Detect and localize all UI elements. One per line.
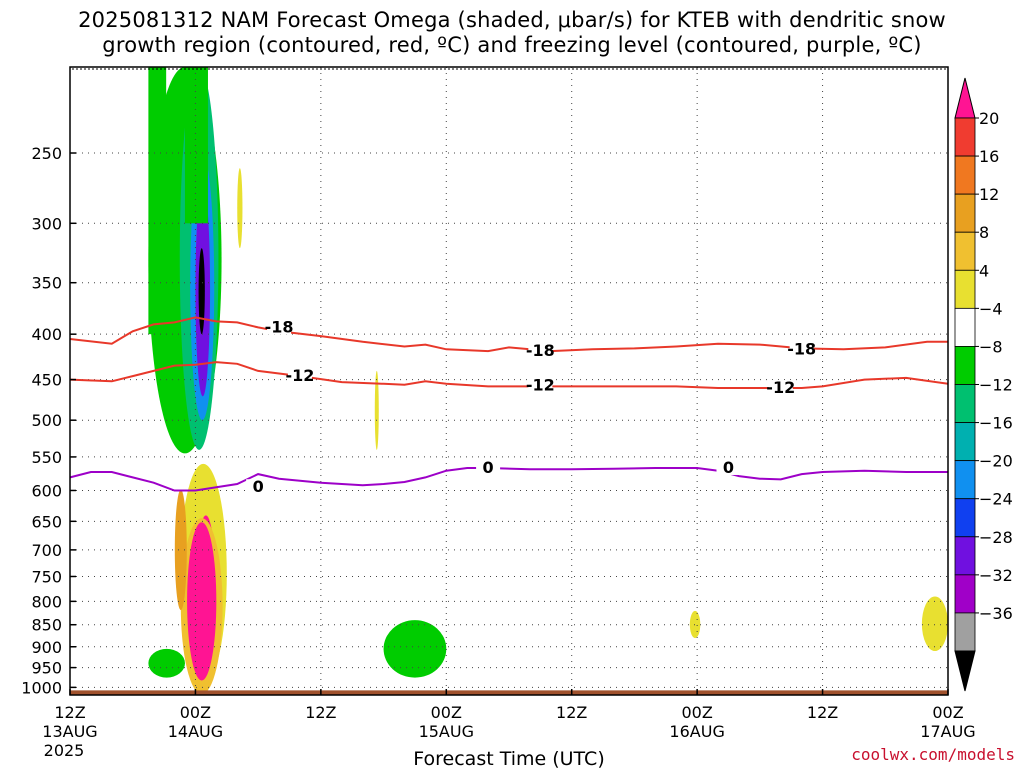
contour-label: 0 [483,458,494,477]
colorbar-swatch [954,346,976,385]
x-tick-label: 00Z [431,703,462,722]
contour-label: -12 [766,378,795,397]
colorbar-label: 4 [979,261,989,280]
chart-title-line2: growth region (contoured, red, ºC) and f… [102,33,922,57]
omega-shade-yellow-12 [921,596,948,652]
y-tick-label: 900 [31,638,62,657]
colorbar-label: −36 [979,604,1013,623]
colorbar-swatch [954,574,976,614]
colorbar-swatch [954,536,976,576]
colorbar-swatch [954,231,976,271]
contour-label-bg [528,377,553,393]
contour-label: -12 [526,376,555,395]
y-tick-label: 300 [31,214,62,233]
contour-label: 0 [723,458,734,477]
y-tick-label: 400 [31,325,62,344]
colorbar-swatch [954,117,976,157]
x-tick-label: 00Z [932,703,963,722]
colorbar-swatch [954,384,976,423]
x-tick-year: 2025 [44,741,85,760]
y-tick-label: 950 [31,659,62,678]
colorbar-swatch [954,460,976,500]
colorbar-swatch [954,193,976,233]
colorbar-label: 12 [979,185,999,204]
colorbar-swatch [954,155,976,195]
x-axis-label: Forecast Time (UTC) [413,748,604,768]
colorbar-label: −12 [979,376,1013,395]
contour-label-bg [789,341,814,357]
colorbar-top-arrow [954,77,976,119]
contour-label-bg [267,319,292,335]
x-tick-date: 13AUG [42,722,97,741]
colorbar-swatch [954,498,976,538]
omega-shade-green-7 [383,620,447,678]
contour-label-bg [476,459,501,475]
contour-line-purple [69,467,948,492]
y-tick-label: 600 [31,481,62,500]
colorbar-swatch [954,612,976,652]
contour-label: 0 [253,477,264,496]
y-tick-label: 250 [31,144,62,163]
y-tick-label: 850 [31,616,62,635]
x-tick-label: 00Z [681,703,712,722]
x-tick-label: 12Z [556,703,587,722]
x-tick-date: 16AUG [669,722,724,741]
contour-label: -18 [526,341,555,360]
omega-shade-black-4 [198,248,205,335]
contour-label-bg [528,343,553,359]
x-tick-label: 12Z [54,703,85,722]
contour-label: -18 [265,317,294,336]
plot-frame [69,66,949,696]
colorbar-label: 16 [979,147,999,166]
colorbar-label: −24 [979,490,1013,509]
colorbar-label: 8 [979,223,989,242]
y-tick-label: 750 [31,567,62,586]
y-tick-label: 450 [31,371,62,390]
chart-title-line1: 2025081312 NAM Forecast Omega (shaded, μ… [78,8,946,32]
omega-shade-orange-left [174,489,187,611]
contour-line-red [69,361,949,389]
x-tick-label: 00Z [180,703,211,722]
omega-shade-green-top-left [148,67,167,335]
y-tick-label: 1000 [21,678,62,697]
colorbar-label: −32 [979,566,1013,585]
contour-label-bg [246,479,271,495]
omega-shade-green-top-right [184,67,208,224]
y-tick-label: 800 [31,592,62,611]
x-tick-label: 12Z [807,703,838,722]
colorbar-swatch [954,269,976,309]
colorbar-label: 20 [979,109,999,128]
contour-label: -18 [787,339,816,358]
contour-label: -12 [285,366,314,385]
colorbar-label: −20 [979,452,1013,471]
colorbar-swatch [954,422,976,462]
omega-shade-yellow-10 [374,370,379,450]
contour-label-bg [716,459,741,475]
y-tick-label: 550 [31,448,62,467]
contour-line-red [69,316,948,353]
x-tick-date: 15AUG [419,722,474,741]
omega-shade-yellow-9 [237,168,243,249]
contour-label-bg [768,380,793,396]
colorbar-label: −4 [979,299,1003,318]
colorbar-bottom-arrow [954,650,976,692]
y-tick-label: 500 [31,411,62,430]
omega-shade-yellow-11 [689,610,701,639]
colorbar-label: −16 [979,414,1013,433]
credit-text: coolwx.com/models [851,745,1015,764]
colorbar-label: −28 [979,528,1013,547]
colorbar-swatch [954,307,976,347]
ground-fill [70,690,948,695]
contour-label-bg [287,368,312,384]
omega-shade-pink-core [187,522,217,681]
x-tick-label: 12Z [305,703,336,722]
omega-shade-green-8 [148,648,185,678]
y-tick-label: 650 [31,512,62,531]
y-tick-label: 350 [31,274,62,293]
colorbar-label: −8 [979,337,1003,356]
y-tick-label: 700 [31,541,62,560]
x-tick-date: 14AUG [168,722,223,741]
x-tick-date: 17AUG [920,722,975,741]
